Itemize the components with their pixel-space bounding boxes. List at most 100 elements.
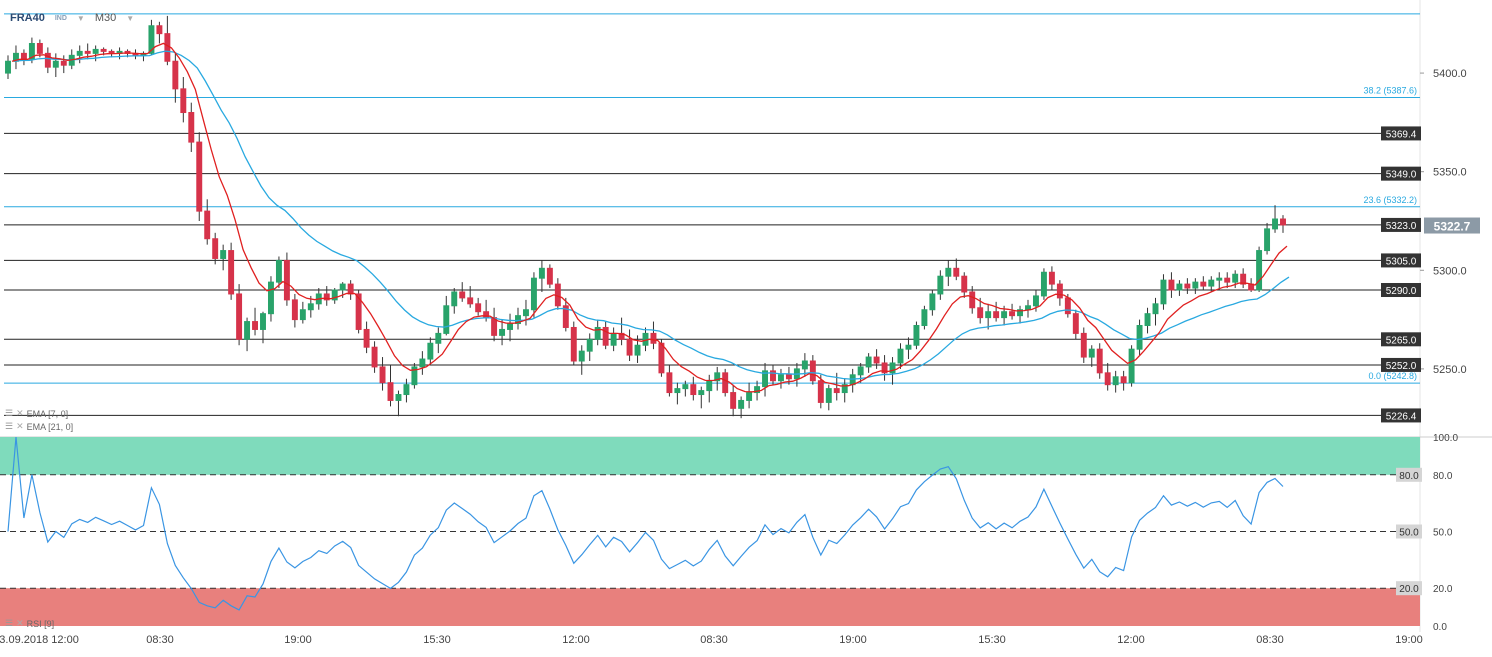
- candle-body: [714, 372, 721, 382]
- chevron-down-icon[interactable]: ▼: [76, 13, 85, 23]
- candle-body: [451, 291, 458, 307]
- fib-label: 23.6 (5332.2): [1363, 195, 1417, 205]
- x-tick-label: 08:30: [146, 634, 174, 646]
- candle-body: [499, 328, 506, 336]
- close-icon[interactable]: ✕: [16, 421, 24, 431]
- candle-body: [475, 303, 482, 313]
- candle-body: [865, 356, 872, 368]
- menu-icon[interactable]: ☰: [5, 421, 14, 431]
- candle-body: [841, 384, 848, 394]
- candle-body: [260, 313, 266, 330]
- timeframe-selector[interactable]: M30: [94, 12, 117, 24]
- candle-body: [379, 366, 386, 384]
- indicator-legend-ema-fast[interactable]: ☰ ✕ EMA [7, 0]: [5, 408, 68, 419]
- candle-body: [1256, 250, 1263, 291]
- candle-body: [546, 267, 553, 285]
- menu-icon[interactable]: ☰: [5, 618, 14, 628]
- candle-body: [363, 328, 370, 348]
- chevron-down-icon[interactable]: ▼: [126, 13, 135, 23]
- close-icon[interactable]: ✕: [16, 408, 24, 418]
- instrument-type-label: IND: [54, 14, 67, 22]
- candle-body: [889, 362, 896, 374]
- ema-21-line: [13, 50, 1290, 380]
- menu-icon[interactable]: ☰: [5, 408, 14, 418]
- price-level-badge: [1381, 166, 1421, 181]
- candle-body: [977, 307, 984, 319]
- candle-body: [291, 299, 298, 321]
- candle-body: [148, 25, 155, 54]
- candle-body: [1280, 218, 1286, 226]
- candle-body: [594, 326, 601, 340]
- candle-body: [809, 360, 816, 382]
- candle-body: [1184, 283, 1191, 289]
- candle-body: [395, 394, 402, 401]
- price-level-badge: [1381, 217, 1421, 232]
- candle-body: [1160, 279, 1167, 305]
- candle-body: [690, 384, 697, 396]
- candle-body: [1128, 348, 1135, 384]
- candle-body: [1232, 273, 1239, 283]
- candle-body: [1200, 281, 1207, 287]
- close-icon[interactable]: ✕: [16, 618, 24, 628]
- candle-body: [738, 399, 745, 409]
- candle-body: [515, 315, 521, 325]
- price-level-label: 5226.4: [1386, 411, 1417, 422]
- candle-body: [20, 52, 27, 60]
- candle-body: [331, 289, 338, 301]
- y-tick-label: 5300.0: [1433, 265, 1467, 277]
- price-level-label: 5290.0: [1386, 286, 1417, 297]
- price-level-label: 5323.0: [1386, 221, 1417, 232]
- candle-body: [212, 238, 219, 259]
- rsi-tick-label: 0.0: [1433, 622, 1447, 633]
- candle-body: [777, 374, 784, 382]
- candle-body: [817, 380, 824, 403]
- y-tick-label: 5400.0: [1433, 68, 1467, 80]
- rsi-level-label: 20.0: [1399, 584, 1419, 595]
- candle-body: [1240, 273, 1247, 285]
- candle-body: [945, 267, 952, 277]
- candle-body: [1064, 297, 1071, 315]
- candle-body: [1009, 311, 1016, 317]
- candle-body: [283, 259, 290, 301]
- indicator-label: RSI [9]: [26, 618, 55, 629]
- candle-body: [1144, 313, 1151, 327]
- price-pane: 5250.0 5300.0 5350.0 5400.0 38.2 (5387.6) 23.…: [4, 0, 1480, 632]
- candle-body: [522, 309, 529, 317]
- candle-body: [156, 25, 163, 35]
- rsi-tick-label: 20.0: [1433, 584, 1453, 595]
- candle-body: [857, 366, 864, 376]
- candle-body: [196, 141, 203, 212]
- instrument-header[interactable]: FRA40 IND ▼ M30 ▼: [10, 12, 134, 24]
- fib-label: 0.0 (5242.8): [1368, 371, 1417, 381]
- y-tick-label: 5350.0: [1433, 167, 1467, 179]
- candle-body: [634, 344, 641, 356]
- candle-body: [602, 326, 609, 346]
- y-tick-label: 5250.0: [1433, 364, 1467, 376]
- x-tick-label: 15:30: [978, 634, 1006, 646]
- price-level-badge: [1381, 283, 1421, 298]
- x-axis: 03.09.2018 12:00 08:30 19:00 15:30 12:00 08:3…: [0, 634, 1423, 646]
- rsi-pane: 100.0 80.0 80.0 50.0 50.0 20.0 20.0 0.0: [0, 433, 1492, 633]
- candle-body: [682, 384, 689, 390]
- candle-body: [92, 48, 99, 54]
- rsi-level-label: 80.0: [1399, 471, 1419, 482]
- candle-body: [252, 321, 259, 330]
- indicator-legend-ema-slow[interactable]: ☰ ✕ EMA [21, 0]: [5, 421, 73, 432]
- rsi-overbought-zone: [0, 437, 1420, 475]
- candle-body: [674, 388, 681, 394]
- candle-body: [905, 344, 912, 350]
- x-tick-label: 08:30: [700, 634, 728, 646]
- candle-body: [76, 50, 83, 56]
- indicator-legend-rsi[interactable]: ☰ ✕ RSI [9]: [5, 618, 54, 629]
- candle-body: [1208, 279, 1215, 287]
- candle-body: [570, 326, 577, 362]
- candle-body: [427, 342, 434, 360]
- candle-body: [754, 386, 761, 394]
- candle-body: [1080, 332, 1087, 358]
- price-level-badge: [1381, 332, 1421, 347]
- candle-body: [419, 358, 426, 368]
- rsi-level-label: 50.0: [1399, 528, 1419, 539]
- candle-body: [164, 33, 171, 62]
- candle-body: [937, 275, 944, 295]
